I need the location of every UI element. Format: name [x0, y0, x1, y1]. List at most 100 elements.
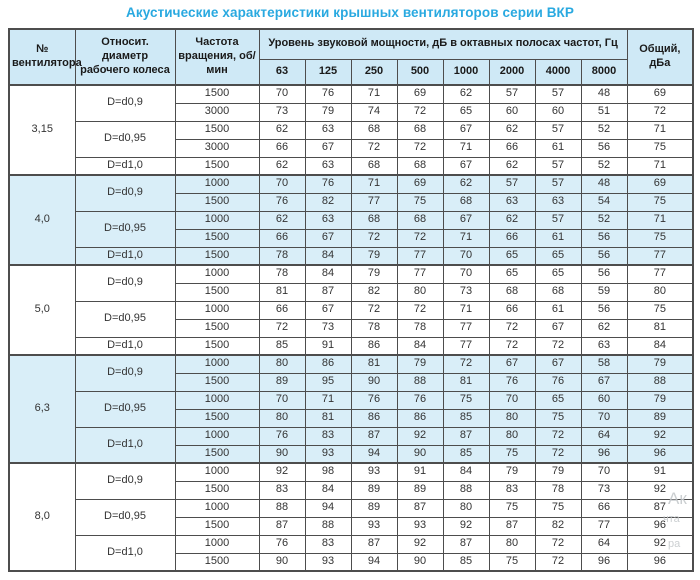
- octave-value-cell: 70: [258, 390, 306, 410]
- octave-value-cell: 68: [396, 156, 444, 176]
- diameter-cell: D=d1,0: [74, 534, 176, 572]
- total-cell: 71: [626, 156, 694, 176]
- octave-value-cell: 63: [304, 120, 352, 140]
- octave-value-cell: 72: [534, 534, 582, 554]
- octave-value-cell: 57: [488, 174, 536, 194]
- octave-value-cell: 57: [488, 84, 536, 104]
- fan-number-cell: 4,0: [8, 174, 76, 266]
- total-cell: 72: [626, 102, 694, 122]
- octave-value-cell: 72: [350, 300, 398, 320]
- octave-value-cell: 75: [534, 408, 582, 428]
- octave-value-cell: 61: [534, 300, 582, 320]
- speed-cell: 1500: [174, 228, 260, 248]
- octave-value-cell: 86: [396, 408, 444, 428]
- octave-value-cell: 68: [488, 282, 536, 302]
- speed-cell: 1500: [174, 84, 260, 104]
- table-row: D=d0,95 1000 70 71 76 76 75 70 65 60 79: [9, 390, 694, 428]
- octave-value-cell: 78: [258, 246, 306, 266]
- octave-value-cell: 86: [304, 354, 352, 374]
- octave-value-cell: 70: [258, 174, 306, 194]
- octave-value-cell: 76: [258, 426, 306, 446]
- speed-cell: 1000: [174, 498, 260, 518]
- octave-value-cell: 76: [534, 372, 582, 392]
- speed-cell: 1000: [174, 426, 260, 446]
- octave-value-cell: 68: [442, 192, 490, 212]
- speed-cell: 1500: [174, 552, 260, 572]
- octave-value-cell: 75: [488, 552, 536, 572]
- octave-value-cell: 78: [396, 318, 444, 338]
- octave-value-cell: 62: [258, 210, 306, 230]
- octave-value-cell: 96: [580, 444, 628, 464]
- speed-cell: 1000: [174, 210, 260, 230]
- octave-value-cell: 75: [396, 192, 444, 212]
- octave-value-cell: 84: [304, 264, 352, 284]
- octave-value-cell: 79: [304, 102, 352, 122]
- octave-value-cell: 79: [488, 462, 536, 482]
- octave-value-cell: 67: [304, 228, 352, 248]
- acoustic-characteristics-table: № вентилятора Относит. диаметр рабочего …: [8, 28, 695, 572]
- table-row: D=d1,0 1500 85 91 86 84 77 72 72 63 84: [9, 336, 694, 356]
- speed-cell: 1500: [174, 156, 260, 176]
- octave-value-cell: 90: [258, 552, 306, 572]
- octave-value-cell: 77: [442, 318, 490, 338]
- octave-value-cell: 84: [442, 462, 490, 482]
- speed-cell: 3000: [174, 138, 260, 158]
- octave-value-cell: 67: [442, 120, 490, 140]
- octave-value-cell: 56: [580, 300, 628, 320]
- octave-value-cell: 54: [580, 192, 628, 212]
- octave-value-cell: 69: [396, 84, 444, 104]
- octave-value-cell: 90: [258, 444, 306, 464]
- octave-value-cell: 76: [350, 390, 398, 410]
- speed-cell: 1500: [174, 336, 260, 356]
- octave-value-cell: 90: [350, 372, 398, 392]
- octave-value-cell: 56: [580, 246, 628, 266]
- diameter-cell: D=d0,9: [74, 264, 176, 302]
- octave-value-cell: 56: [580, 138, 628, 158]
- octave-value-cell: 80: [488, 426, 536, 446]
- diameter-cell: D=d0,95: [74, 120, 176, 158]
- octave-value-cell: 93: [350, 462, 398, 482]
- table-row: 8,0 D=d0,9 1000 92 98 93 91 84 79 79 70 91: [8, 462, 694, 572]
- octave-value-cell: 98: [304, 462, 352, 482]
- octave-value-cell: 62: [442, 174, 490, 194]
- octave-value-cell: 62: [488, 120, 536, 140]
- col-header-total: Общий, дБа: [626, 28, 694, 86]
- octave-value-cell: 65: [488, 246, 536, 266]
- total-cell: 80: [626, 282, 694, 302]
- diameter-cell: D=d1,0: [74, 336, 176, 356]
- octave-value-cell: 65: [534, 264, 582, 284]
- octave-value-cell: 72: [534, 336, 582, 356]
- octave-value-cell: 80: [258, 354, 306, 374]
- octave-value-cell: 64: [580, 534, 628, 554]
- total-cell: 81: [626, 318, 694, 338]
- octave-value-cell: 60: [488, 102, 536, 122]
- octave-value-cell: 79: [396, 354, 444, 374]
- speed-cell: 1500: [174, 120, 260, 140]
- octave-value-cell: 63: [488, 192, 536, 212]
- total-cell: 92: [626, 426, 694, 446]
- octave-value-cell: 67: [442, 156, 490, 176]
- speed-cell: 1000: [174, 300, 260, 320]
- octave-value-cell: 52: [580, 210, 628, 230]
- octave-value-cell: 70: [442, 246, 490, 266]
- octave-value-cell: 48: [580, 84, 628, 104]
- octave-value-cell: 72: [396, 138, 444, 158]
- col-header-fan-number: № вентилятора: [8, 28, 82, 86]
- octave-value-cell: 62: [488, 210, 536, 230]
- octave-value-cell: 83: [304, 534, 352, 554]
- octave-value-cell: 85: [442, 444, 490, 464]
- diameter-cell: D=d1,0: [74, 246, 176, 266]
- total-cell: 96: [626, 552, 694, 572]
- diameter-cell: D=d0,95: [74, 210, 176, 248]
- table-row: 5,0 D=d0,9 1000 78 84 79 77 70 65 65 56 77: [8, 264, 694, 356]
- total-cell: 92: [626, 480, 694, 500]
- table-row: 1500 72 73 78 78 77 72 67 62 81: [9, 318, 694, 338]
- octave-value-cell: 48: [580, 174, 628, 194]
- octave-value-cell: 87: [488, 516, 536, 536]
- octave-value-cell: 68: [534, 282, 582, 302]
- octave-value-cell: 72: [488, 318, 536, 338]
- octave-value-cell: 72: [350, 228, 398, 248]
- total-cell: 75: [626, 138, 694, 158]
- octave-value-cell: 65: [534, 390, 582, 410]
- octave-value-cell: 75: [442, 390, 490, 410]
